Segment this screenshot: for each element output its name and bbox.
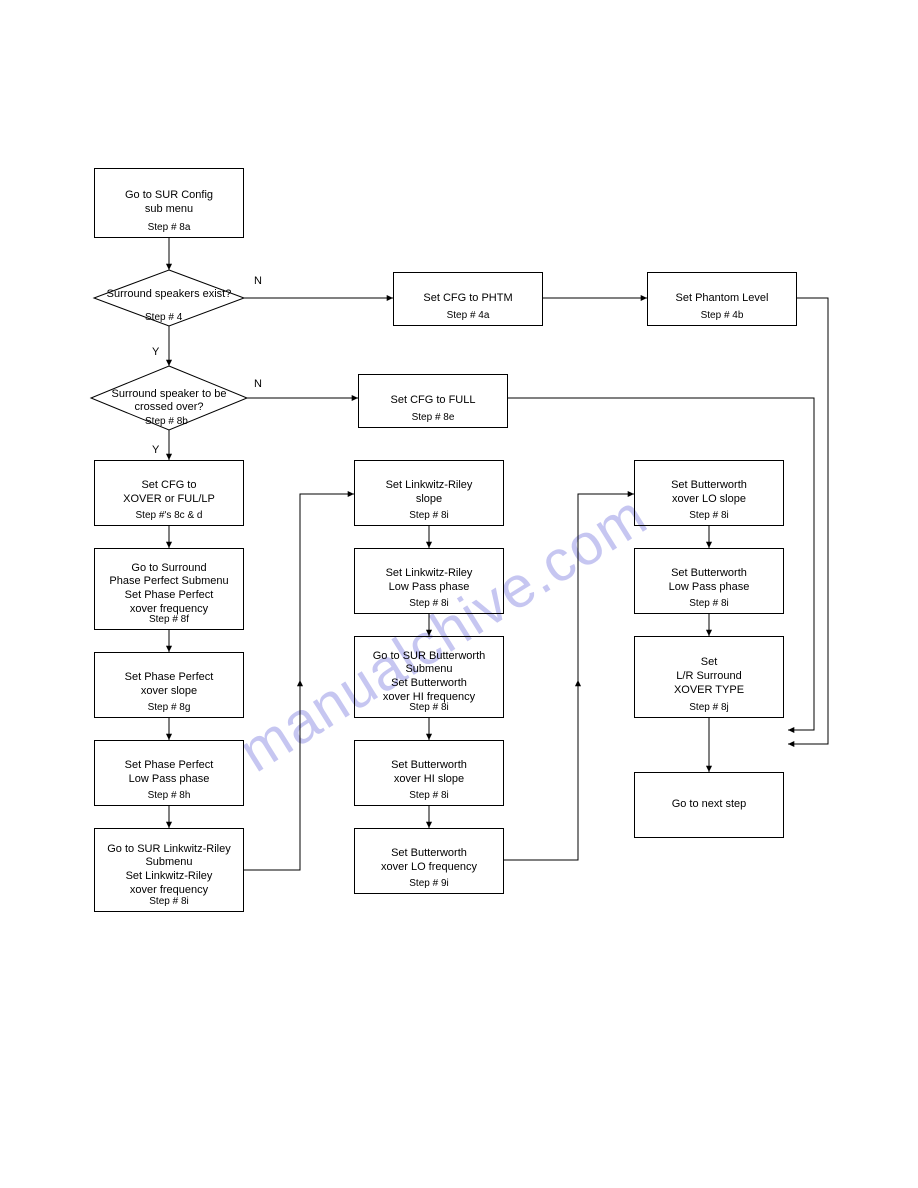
box-text: Set CFG to PHTM xyxy=(423,292,512,306)
box-step: Step # 8j xyxy=(635,702,783,715)
flowchart-box: Set Phase Perfectxover slope Step # 8g xyxy=(94,652,244,718)
diamond-step: Step # 8b xyxy=(145,416,188,427)
flowchart-box: Go to SUR Linkwitz-RileySubmenuSet Linkw… xyxy=(94,828,244,912)
box-text: Set Phase Perfectxover slope xyxy=(125,671,214,699)
box-text: Set Phantom Level xyxy=(676,292,769,306)
box-text: Go to SurroundPhase Perfect SubmenuSet P… xyxy=(109,562,228,617)
box-step: Step # 8h xyxy=(95,790,243,803)
edge-label: N xyxy=(254,378,262,390)
diamond-text: Surround speaker to becrossed over? xyxy=(97,388,241,414)
box-text: Set Phase PerfectLow Pass phase xyxy=(125,759,214,787)
diamond-text: Surround speakers exist? xyxy=(100,288,238,301)
box-text: SetL/R SurroundXOVER TYPE xyxy=(674,656,744,697)
flowchart-box: Set Linkwitz-Rileyslope Step # 8i xyxy=(354,460,504,526)
box-text: Set Linkwitz-RileyLow Pass phase xyxy=(386,567,473,595)
box-step: Step # 8e xyxy=(359,412,507,425)
box-text: Set CFG toXOVER or FUL/LP xyxy=(123,479,215,507)
box-text: Go to next step xyxy=(672,798,747,812)
box-text: Go to SUR Linkwitz-RileySubmenuSet Linkw… xyxy=(107,843,230,898)
box-step: Step # 8i xyxy=(355,598,503,611)
box-step: Step # 8a xyxy=(95,222,243,235)
edge-label: N xyxy=(254,275,262,287)
box-text: Set Butterworthxover HI slope xyxy=(391,759,467,787)
flowchart-box: Set ButterworthLow Pass phase Step # 8i xyxy=(634,548,784,614)
flowchart-box: Set Butterworthxover LO frequency Step # … xyxy=(354,828,504,894)
box-text: Go to SUR Configsub menu xyxy=(125,189,213,217)
box-step: Step #'s 8c & d xyxy=(95,510,243,523)
flowchart-box: Go to SurroundPhase Perfect SubmenuSet P… xyxy=(94,548,244,630)
box-step: Step # 8i xyxy=(635,598,783,611)
box-text: Set Butterworthxover LO slope xyxy=(671,479,747,507)
box-step: Step # 8i xyxy=(355,702,503,715)
box-step: Step # 8f xyxy=(95,614,243,627)
flowchart-box: Set Butterworthxover LO slope Step # 8i xyxy=(634,460,784,526)
flowchart-box: Set Phantom Level Step # 4b xyxy=(647,272,797,326)
box-step: Step # 9i xyxy=(355,878,503,891)
box-text: Set Linkwitz-Rileyslope xyxy=(386,479,473,507)
flowchart-box: Go to next step xyxy=(634,772,784,838)
box-step: Step # 8i xyxy=(355,790,503,803)
flowchart-box: Set CFG toXOVER or FUL/LP Step #'s 8c & d xyxy=(94,460,244,526)
box-step: Step # 8g xyxy=(95,702,243,715)
box-step: Step # 4a xyxy=(394,310,542,323)
flowchart-box: Set Linkwitz-RileyLow Pass phase Step # 8… xyxy=(354,548,504,614)
box-step: Step # 8i xyxy=(635,510,783,523)
edge-label: Y xyxy=(152,346,159,358)
flowchart-box: Set Butterworthxover HI slope Step # 8i xyxy=(354,740,504,806)
box-step: Step # 8i xyxy=(355,510,503,523)
box-step: Step # 4b xyxy=(648,310,796,323)
flowchart-box: Go to SUR ButterworthSubmenuSet Butterwo… xyxy=(354,636,504,718)
box-step: Step # 8i xyxy=(95,896,243,909)
box-text: Set ButterworthLow Pass phase xyxy=(669,567,750,595)
box-text: Go to SUR ButterworthSubmenuSet Butterwo… xyxy=(373,650,486,705)
box-text: Set CFG to FULL xyxy=(391,394,476,408)
edge-label: Y xyxy=(152,444,159,456)
flowchart-box: Set Phase PerfectLow Pass phase Step # 8h xyxy=(94,740,244,806)
box-text: Set Butterworthxover LO frequency xyxy=(381,847,477,875)
flowchart-box: Set CFG to FULL Step # 8e xyxy=(358,374,508,428)
diamond-step: Step # 4 xyxy=(145,312,182,323)
flowchart-box: Set CFG to PHTM Step # 4a xyxy=(393,272,543,326)
flowchart-box: SetL/R SurroundXOVER TYPE Step # 8j xyxy=(634,636,784,718)
flowchart-box: Go to SUR Configsub menu Step # 8a xyxy=(94,168,244,238)
